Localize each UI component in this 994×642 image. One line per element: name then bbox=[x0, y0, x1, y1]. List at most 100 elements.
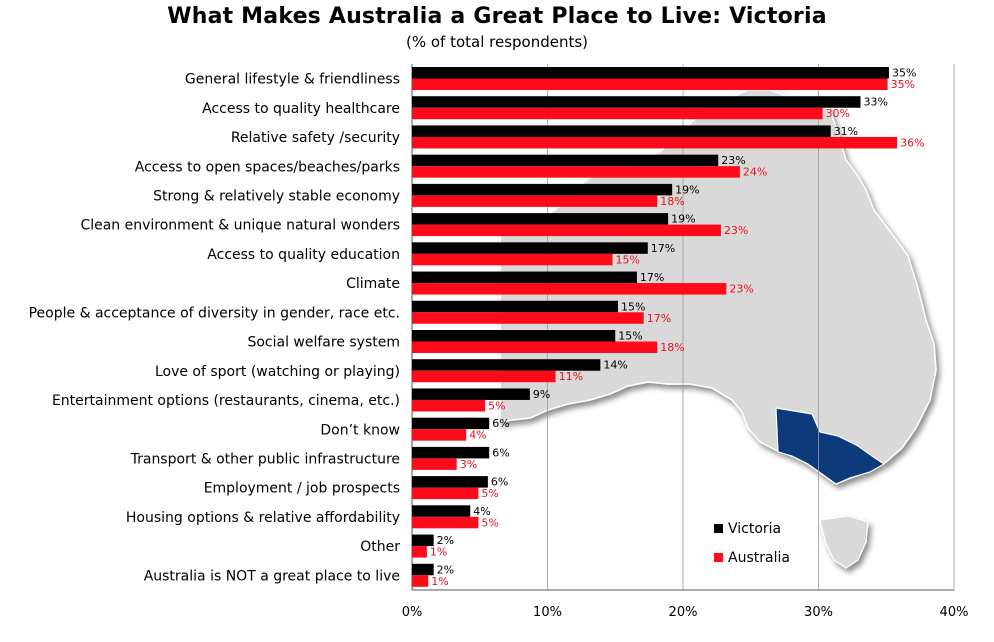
category-label: Social welfare system bbox=[247, 335, 400, 351]
bar-victoria bbox=[412, 534, 434, 547]
victoria-state-shape bbox=[775, 407, 886, 485]
data-label-victoria: 6% bbox=[492, 417, 509, 430]
data-label-australia: 5% bbox=[488, 399, 505, 412]
bar-victoria bbox=[412, 271, 637, 284]
data-label-australia: 5% bbox=[481, 487, 498, 500]
x-tick-label: 30% bbox=[804, 605, 833, 620]
x-tick-label: 10% bbox=[533, 605, 562, 620]
data-label-australia: 4% bbox=[469, 429, 486, 442]
tasmania-shape bbox=[819, 515, 869, 569]
bar-victoria bbox=[412, 183, 673, 196]
data-label-victoria: 14% bbox=[603, 359, 627, 372]
category-label: Employment / job prospects bbox=[204, 481, 400, 497]
data-label-australia: 36% bbox=[900, 136, 924, 149]
bar-victoria bbox=[412, 446, 490, 459]
bar-australia bbox=[412, 283, 727, 295]
legend-label-victoria: Victoria bbox=[728, 521, 781, 537]
category-label: People & acceptance of diversity in gend… bbox=[29, 305, 400, 321]
category-label: Other bbox=[360, 539, 400, 555]
category-label: Climate bbox=[346, 276, 400, 292]
category-label: Australia is NOT a great place to live bbox=[144, 568, 400, 584]
data-label-victoria: 2% bbox=[437, 563, 454, 576]
x-tick-label: 40% bbox=[940, 605, 969, 620]
category-label: Access to quality healthcare bbox=[202, 101, 400, 117]
data-label-australia: 5% bbox=[481, 516, 498, 529]
data-label-victoria: 4% bbox=[473, 505, 490, 518]
data-label-australia: 15% bbox=[616, 253, 640, 266]
data-label-victoria: 33% bbox=[864, 96, 888, 109]
gridlines bbox=[411, 64, 955, 591]
legend-swatch-australia bbox=[714, 553, 723, 562]
labels: 0% 10% 20% 30% 40% General lifestyle & friend… bbox=[29, 67, 969, 621]
bar-australia bbox=[412, 341, 658, 353]
data-label-victoria: 17% bbox=[640, 271, 664, 284]
legend: Victoria Australia bbox=[714, 521, 790, 566]
data-label-victoria: 31% bbox=[834, 125, 858, 138]
data-label-victoria: 6% bbox=[492, 446, 509, 459]
bar-victoria bbox=[412, 96, 861, 108]
bar-australia bbox=[412, 224, 721, 237]
data-label-victoria: 19% bbox=[675, 183, 699, 196]
bar-australia bbox=[412, 136, 898, 149]
bar-australia bbox=[412, 78, 888, 90]
data-label-victoria: 9% bbox=[533, 388, 550, 401]
bar-australia bbox=[412, 399, 486, 412]
legend-swatch-victoria bbox=[714, 524, 723, 533]
category-label: Clean environment & unique natural wonde… bbox=[80, 218, 400, 234]
category-label: Housing options & relative affordability bbox=[126, 510, 400, 526]
data-label-victoria: 6% bbox=[491, 476, 508, 489]
bar-victoria bbox=[412, 125, 831, 137]
bar-victoria bbox=[412, 242, 648, 254]
bar-australia bbox=[412, 575, 429, 587]
bar-australia bbox=[412, 458, 457, 470]
bar-australia bbox=[412, 516, 479, 529]
data-label-australia: 30% bbox=[826, 107, 850, 120]
data-label-australia: 1% bbox=[430, 546, 447, 559]
category-label: Access to open spaces/beaches/parks bbox=[135, 159, 400, 175]
category-label: Strong & relatively stable economy bbox=[153, 189, 400, 205]
category-label: General lifestyle & friendliness bbox=[185, 72, 400, 88]
chart-subtitle: (% of total respondents) bbox=[405, 33, 589, 51]
data-label-victoria: 15% bbox=[618, 330, 642, 343]
bar-australia bbox=[412, 429, 467, 441]
bar-victoria bbox=[412, 505, 471, 517]
data-label-australia: 18% bbox=[660, 341, 684, 354]
data-label-australia: 11% bbox=[559, 370, 583, 383]
data-label-australia: 1% bbox=[431, 575, 448, 588]
x-tick-label: 20% bbox=[669, 605, 698, 620]
data-label-victoria: 15% bbox=[621, 300, 645, 313]
data-label-australia: 35% bbox=[891, 78, 915, 91]
data-label-australia: 23% bbox=[729, 283, 753, 296]
bar-victoria bbox=[412, 476, 488, 488]
bar-victoria bbox=[412, 154, 719, 167]
category-label: Access to quality education bbox=[207, 247, 400, 263]
category-label: Don’t know bbox=[320, 422, 400, 438]
data-label-australia: 24% bbox=[743, 166, 767, 179]
bar-australia bbox=[412, 253, 613, 266]
category-label: Entertainment options (restaurants, cine… bbox=[52, 393, 400, 409]
data-label-victoria: 19% bbox=[671, 213, 695, 226]
data-label-australia: 23% bbox=[724, 224, 748, 237]
data-label-victoria: 35% bbox=[892, 67, 916, 80]
data-label-australia: 17% bbox=[647, 312, 671, 325]
bar-victoria bbox=[412, 359, 601, 371]
chart-title: What Makes Australia a Great Place to Li… bbox=[167, 4, 827, 29]
bar-victoria bbox=[412, 67, 889, 79]
legend-label-australia: Australia bbox=[728, 550, 790, 566]
data-label-victoria: 2% bbox=[437, 534, 454, 547]
bar-australia bbox=[412, 370, 556, 383]
bar-australia bbox=[412, 166, 740, 178]
bar-australia bbox=[412, 546, 427, 558]
category-label: Relative safety /security bbox=[231, 130, 400, 146]
bar-australia bbox=[412, 487, 479, 500]
bar-victoria bbox=[412, 213, 669, 225]
bar-victoria bbox=[412, 417, 490, 430]
bars bbox=[412, 67, 898, 587]
bar-victoria bbox=[412, 330, 616, 342]
bar-australia bbox=[412, 107, 823, 120]
bar-victoria bbox=[412, 388, 530, 400]
bar-australia bbox=[412, 312, 644, 324]
category-label: Love of sport (watching or playing) bbox=[155, 364, 400, 380]
data-label-victoria: 17% bbox=[651, 242, 675, 255]
